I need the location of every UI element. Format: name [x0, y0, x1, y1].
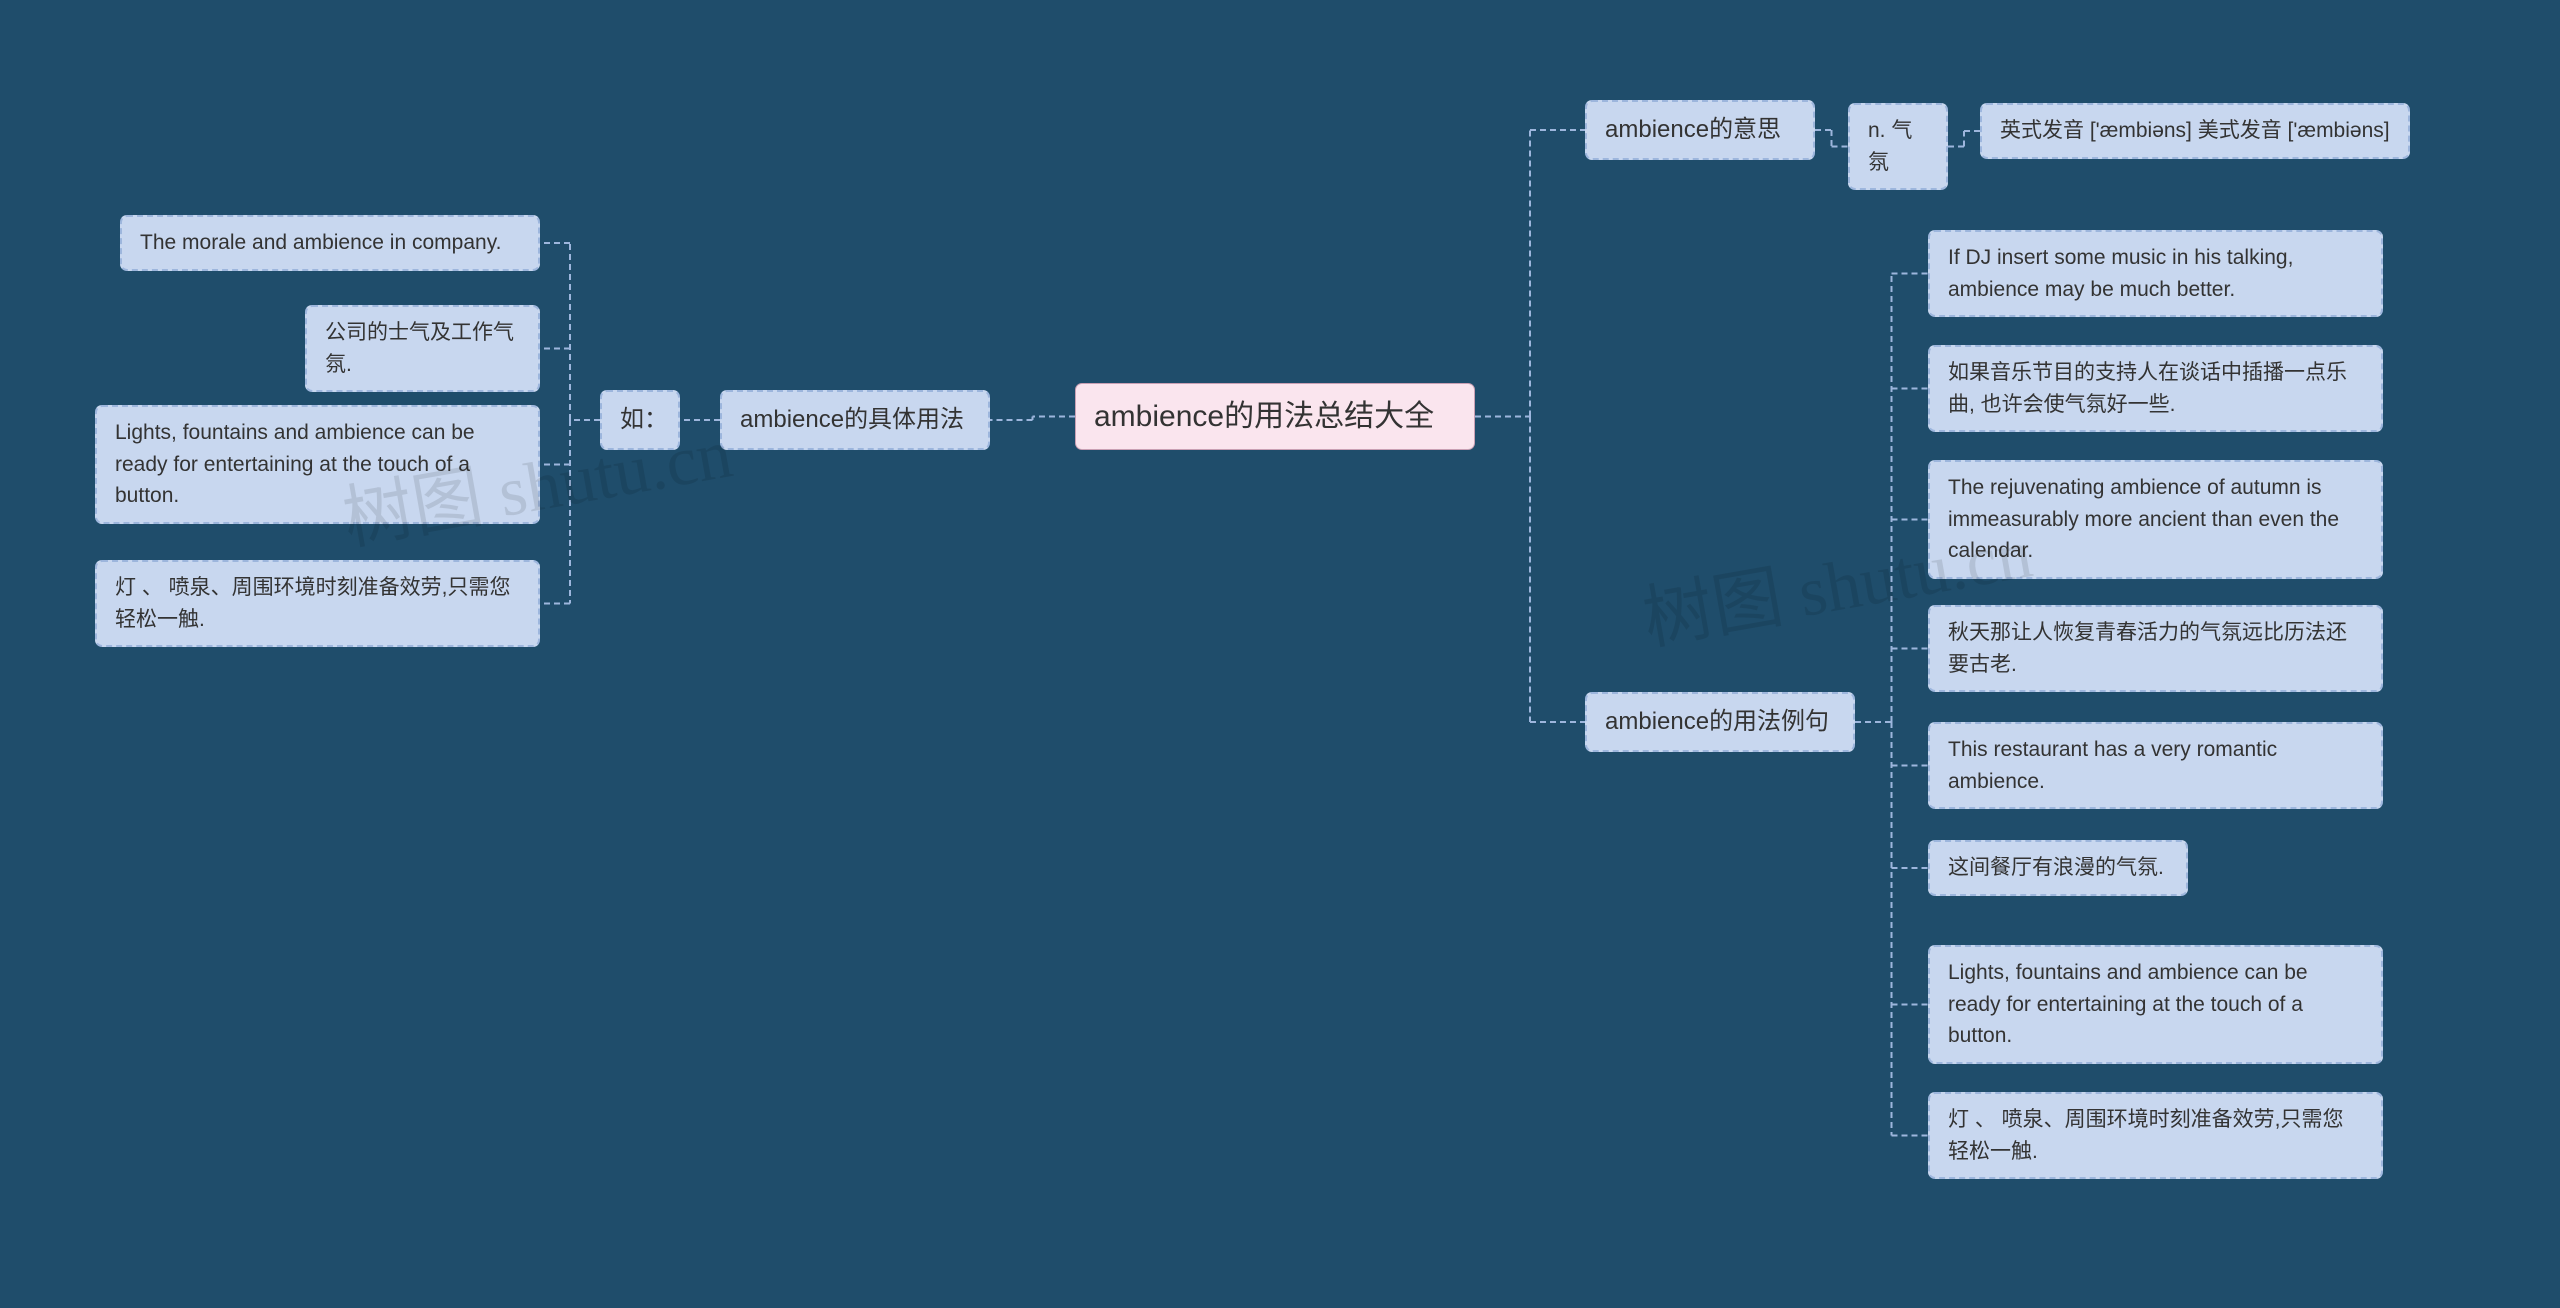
node-b1b[interactable]: 英式发音 ['æmbiəns] 美式发音 ['æmbiəns]	[1980, 103, 2410, 159]
node-l2[interactable]: 如：	[600, 390, 680, 450]
node-l_4[interactable]: 灯 、 喷泉、周围环境时刻准备效劳,只需您轻松一触.	[95, 560, 540, 647]
node-b2_7[interactable]: Lights, fountains and ambience can be re…	[1928, 945, 2383, 1064]
node-b2_6[interactable]: 这间餐厅有浪漫的气氛.	[1928, 840, 2188, 896]
node-b1a[interactable]: n. 气氛	[1848, 103, 1948, 190]
node-b2_2[interactable]: 如果音乐节目的支持人在谈话中插播一点乐曲, 也许会使气氛好一些.	[1928, 345, 2383, 432]
node-l_1[interactable]: The morale and ambience in company.	[120, 215, 540, 271]
node-b2_8[interactable]: 灯 、 喷泉、周围环境时刻准备效劳,只需您轻松一触.	[1928, 1092, 2383, 1179]
node-root[interactable]: ambience的用法总结大全	[1075, 383, 1475, 450]
node-l_3[interactable]: Lights, fountains and ambience can be re…	[95, 405, 540, 524]
node-l1[interactable]: ambience的具体用法	[720, 390, 990, 450]
node-b2_5[interactable]: This restaurant has a very romantic ambi…	[1928, 722, 2383, 809]
node-b2_4[interactable]: 秋天那让人恢复青春活力的气氛远比历法还要古老.	[1928, 605, 2383, 692]
node-l_2[interactable]: 公司的士气及工作气氛.	[305, 305, 540, 392]
node-b1[interactable]: ambience的意思	[1585, 100, 1815, 160]
node-b2[interactable]: ambience的用法例句	[1585, 692, 1855, 752]
node-b2_1[interactable]: If DJ insert some music in his talking, …	[1928, 230, 2383, 317]
node-b2_3[interactable]: The rejuvenating ambience of autumn is i…	[1928, 460, 2383, 579]
